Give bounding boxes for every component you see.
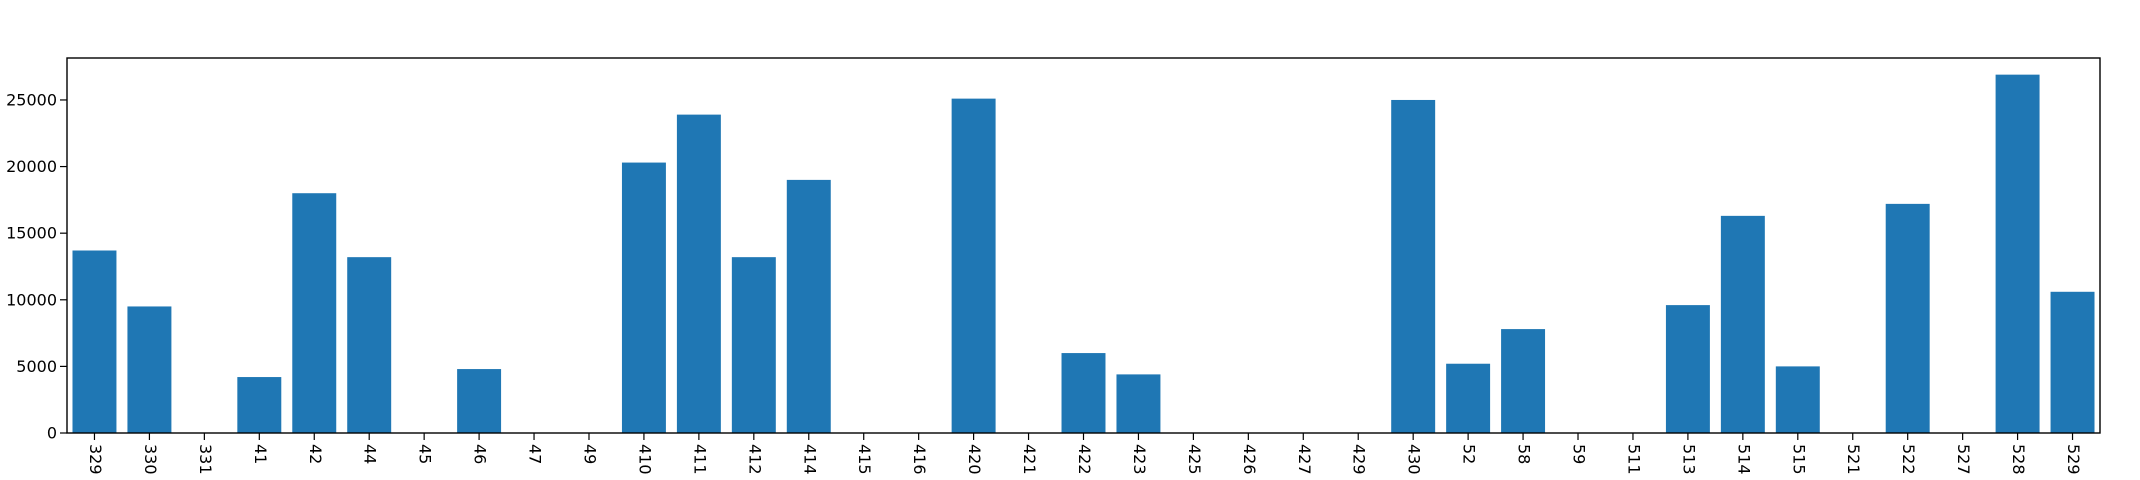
x-tick-label: 331 (196, 444, 215, 475)
x-tick-label: 42 (306, 444, 325, 464)
y-tick-label: 25000 (6, 90, 57, 109)
x-tick-label: 329 (86, 444, 105, 475)
y-tick-label: 0 (47, 424, 57, 443)
x-tick-label: 514 (1734, 444, 1753, 475)
x-tick-label: 46 (471, 444, 490, 464)
x-tick-label: 515 (1789, 444, 1808, 475)
x-tick-label: 52 (1460, 444, 1479, 464)
bar-58 (1501, 329, 1546, 433)
bar-430 (1391, 99, 1436, 434)
x-tick-label: 44 (361, 444, 380, 464)
plot-frame (66, 57, 2101, 434)
x-tick-label: 423 (1130, 444, 1149, 475)
x-tick-label: 528 (2009, 444, 2028, 475)
bar-411 (676, 114, 721, 434)
x-tick-label: 529 (2064, 444, 2083, 475)
x-tick-label: 425 (1185, 444, 1204, 475)
bar-528 (1995, 74, 2040, 434)
bar-514 (1720, 215, 1765, 433)
x-tick-label: 45 (416, 444, 435, 464)
x-tick-label: 426 (1240, 444, 1259, 475)
x-tick-label: 427 (1295, 444, 1314, 475)
bar-522 (1885, 203, 1930, 433)
bar-52 (1446, 363, 1491, 433)
bar-420 (951, 98, 996, 433)
x-tick-label: 511 (1624, 444, 1643, 475)
x-tick-label: 415 (855, 444, 874, 475)
bars-layer (72, 74, 2095, 434)
x-tick-label: 330 (141, 444, 160, 475)
bar-414 (786, 179, 831, 433)
bar-41 (237, 377, 282, 433)
x-tick-label: 411 (690, 444, 709, 475)
bar-46 (457, 369, 502, 433)
bar-412 (731, 257, 776, 433)
bar-329 (72, 250, 117, 433)
y-tick-label: 20000 (6, 157, 57, 176)
x-tick-label: 521 (1844, 444, 1863, 475)
x-tick-label: 416 (910, 444, 929, 475)
x-tick-label: 49 (580, 444, 599, 464)
x-tick-label: 410 (635, 444, 654, 475)
x-tick-label: 522 (1899, 444, 1918, 475)
bar-529 (2050, 291, 2095, 433)
x-tick-label: 58 (1515, 444, 1534, 464)
x-tick-label: 420 (965, 444, 984, 475)
x-tick-label: 422 (1075, 444, 1094, 475)
y-tick-label: 15000 (6, 224, 57, 243)
x-axis: 329 330 331 41 42 44 45 46 47 49 410 411 412 414 415 41… (86, 433, 2083, 475)
bar-410 (621, 162, 666, 433)
x-tick-label: 513 (1679, 444, 1698, 475)
bar-44 (347, 257, 392, 433)
bar-42 (292, 193, 337, 433)
bar-515 (1775, 366, 1820, 433)
x-tick-label: 421 (1020, 444, 1039, 475)
bar-422 (1061, 353, 1106, 433)
y-tick-label: 5000 (16, 357, 57, 376)
y-tick-label: 10000 (6, 290, 57, 309)
x-tick-label: 430 (1405, 444, 1424, 475)
x-tick-label: 527 (1954, 444, 1973, 475)
bar-513 (1665, 305, 1710, 433)
y-axis: 0 5000 10000 15000 20000 25000 (6, 90, 67, 443)
bar-423 (1116, 374, 1161, 433)
x-tick-label: 414 (800, 444, 819, 475)
bar-330 (127, 306, 172, 433)
x-tick-label: 412 (745, 444, 764, 475)
x-tick-label: 47 (526, 444, 545, 464)
x-tick-label: 59 (1570, 444, 1589, 464)
x-tick-label: 41 (251, 444, 270, 464)
x-tick-label: 429 (1350, 444, 1369, 475)
